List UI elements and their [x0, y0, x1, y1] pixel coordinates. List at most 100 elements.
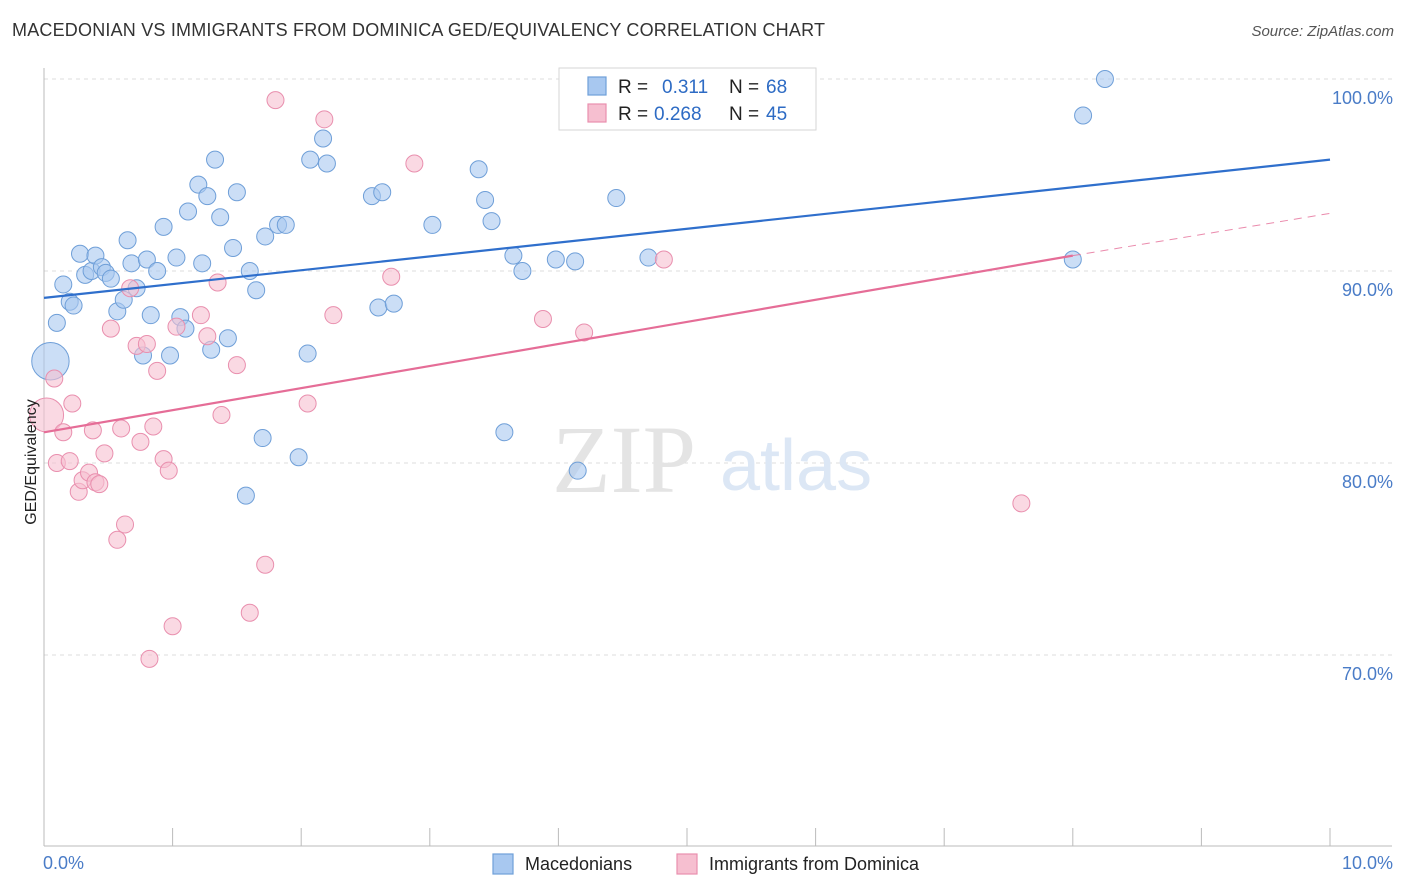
macedonian-point-65: [1074, 106, 1093, 125]
macedonian-point-28: [193, 254, 212, 273]
x-tick-labels: 0.0% 10.0%: [43, 853, 1393, 873]
dominica-point-26: [163, 617, 182, 636]
macedonian-trend-line: [43, 158, 1331, 299]
legend-n-value-1: 68: [766, 77, 787, 98]
macedonian-point-33: [218, 329, 237, 348]
y-tick-label-3: 70.0%: [1342, 664, 1393, 684]
legend-r-label-2: R =: [618, 104, 648, 125]
series-legend-label-macedonians: Macedonians: [525, 854, 632, 874]
dominica-point-22: [144, 417, 163, 436]
macedonian-point-63: [639, 248, 658, 267]
macedonian-point-20: [148, 262, 167, 280]
dominica-point-37: [315, 110, 334, 129]
legend-swatch-macedonians: [587, 76, 607, 96]
macedonian-point-37: [247, 281, 266, 300]
dominica-trend-line: [43, 254, 1073, 434]
dominica-point-28: [191, 306, 210, 325]
dominica-point-21: [140, 649, 159, 668]
legend-r-label-1: R =: [618, 77, 648, 98]
dominica-point-23: [148, 361, 167, 380]
macedonian-point-58: [513, 262, 532, 280]
macedonian-point-4: [64, 296, 83, 315]
macedonian-point-52: [423, 215, 442, 234]
dominica-point-11: [90, 475, 109, 494]
dominica-point-34: [256, 555, 275, 574]
macedonian-point-60: [566, 252, 585, 271]
dominica-trend-extension: [1072, 212, 1331, 257]
macedonian-point-23: [167, 248, 186, 267]
dominica-point-27: [167, 317, 186, 336]
macedonian-point-18: [137, 250, 156, 269]
dominica-point-14: [108, 530, 127, 549]
macedonian-point-32: [211, 208, 230, 227]
macedonian-point-51: [384, 294, 403, 313]
macedonian-point-46: [314, 129, 333, 148]
macedonian-point-39: [256, 227, 275, 246]
watermark-zip: ZIP: [552, 406, 696, 513]
chart-source: Source: ZipAtlas.com: [1251, 23, 1394, 40]
macedonian-point-22: [161, 346, 180, 365]
dominica-point-39: [382, 267, 401, 286]
dominica-point-9: [83, 421, 102, 440]
dominica-point-16: [116, 515, 135, 534]
macedonian-point-56: [495, 423, 514, 442]
macedonian-point-43: [289, 448, 308, 467]
series-legend-swatch-macedonians: [492, 853, 514, 875]
macedonian-point-49: [369, 298, 388, 317]
dominica-point-43: [654, 250, 673, 269]
stats-legend: R = 0.311 N = 68 R = 0.268 N = 45: [558, 67, 817, 131]
legend-n-value-2: 45: [766, 104, 787, 125]
series-legend-swatch-dominica: [676, 853, 698, 875]
dominica-point-44: [1012, 494, 1031, 513]
macedonian-point-11: [101, 269, 120, 288]
series-legend-label-dominica: Immigrants from Dominica: [709, 854, 920, 874]
y-axis-title: GED/Equivalency: [23, 399, 40, 524]
macedonian-point-14: [118, 231, 137, 250]
macedonian-point-59: [546, 250, 565, 269]
macedonian-point-47: [317, 154, 336, 173]
macedonian-point-29: [198, 187, 217, 206]
macedonian-point-41: [276, 215, 295, 234]
dominica-point-42: [575, 323, 594, 342]
dominica-point-3: [54, 423, 73, 442]
legend-n-label-1: N =: [729, 77, 759, 98]
macedonian-point-2: [54, 275, 73, 294]
y-tick-label-0: 100.0%: [1332, 88, 1393, 108]
macedonian-point-50: [373, 183, 392, 202]
legend-r-value-2: 0.268: [654, 104, 702, 125]
macedonian-point-5: [71, 244, 90, 263]
dominica-point-13: [101, 319, 120, 338]
dominica-point-15: [112, 419, 131, 438]
dominica-point-1: [45, 369, 64, 388]
dominica-point-31: [212, 406, 231, 424]
macedonian-point-1: [47, 313, 66, 332]
macedonian-point-35: [227, 183, 246, 202]
dominica-point-40: [405, 154, 424, 173]
legend-r-value-1: 0.311: [662, 77, 708, 98]
macedonian-point-19: [141, 306, 160, 325]
dominica-point-5: [63, 394, 82, 413]
macedonian-point-66: [1095, 70, 1114, 88]
macedonian-point-53: [469, 160, 488, 179]
legend-n-label-2: N =: [729, 104, 759, 125]
x-ticks: [172, 828, 1331, 846]
dominica-point-4: [60, 452, 79, 471]
macedonian-point-34: [224, 238, 243, 257]
chart-title: MACEDONIAN VS IMMIGRANTS FROM DOMINICA G…: [12, 20, 826, 40]
watermark: ZIP atlas: [552, 406, 872, 513]
x-tick-label-1: 10.0%: [1342, 853, 1393, 873]
macedonian-point-45: [301, 150, 320, 169]
dominica-point-35: [266, 91, 285, 110]
dominica-point-36: [298, 394, 317, 413]
trend-lines: [43, 158, 1331, 434]
dominica-point-41: [533, 310, 552, 328]
macedonian-point-21: [154, 217, 173, 236]
macedonian-point-44: [298, 344, 317, 363]
gridlines: [44, 78, 1392, 656]
legend-swatch-dominica: [587, 103, 607, 123]
series-legend: Macedonians Immigrants from Dominica: [492, 853, 920, 875]
macedonian-point-26: [179, 202, 198, 221]
macedonian-point-64: [1063, 250, 1082, 269]
y-tick-label-1: 90.0%: [1342, 280, 1393, 300]
y-tick-label-2: 80.0%: [1342, 472, 1393, 492]
